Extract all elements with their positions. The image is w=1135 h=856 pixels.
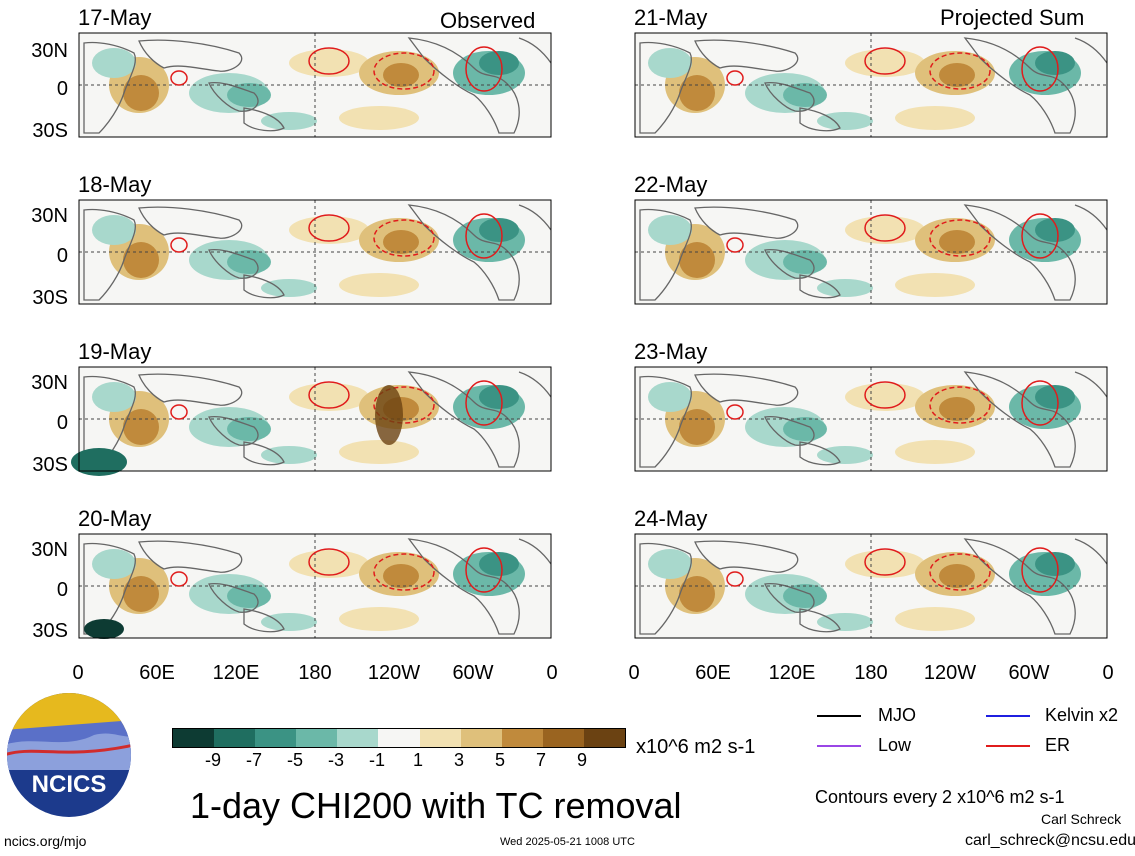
lat-label-eq: 0 bbox=[56, 78, 68, 100]
legend-label-low: Low bbox=[878, 735, 912, 755]
lat-label-30n: 30N bbox=[31, 205, 68, 227]
lon-label-120w: 120W bbox=[923, 662, 977, 684]
panel-date-left-4: 20-May bbox=[78, 506, 152, 531]
ncics-logo-text: NCICS bbox=[32, 771, 107, 798]
lon-label-60e: 60E bbox=[695, 662, 731, 684]
lon-label-120e: 120E bbox=[212, 662, 260, 684]
map-panel-right-4 bbox=[634, 533, 1108, 639]
timestamp: Wed 2025-05-21 1008 UTC bbox=[500, 836, 635, 848]
ncics-logo: NCICS bbox=[7, 693, 131, 817]
map-panels bbox=[71, 32, 1108, 639]
lat-label-30s: 30S bbox=[32, 287, 68, 309]
panel-date-right-3: 23-May bbox=[634, 339, 708, 364]
colorbar bbox=[172, 728, 626, 748]
colorbar-tick: 3 bbox=[453, 750, 464, 770]
lon-label-60w: 60W bbox=[452, 662, 494, 684]
colorbar-tick: -5 bbox=[286, 750, 303, 770]
projected-sum-label: Projected Sum bbox=[940, 5, 1085, 30]
author: Carl Schreck bbox=[1041, 811, 1122, 827]
lon-label-180: 180 bbox=[298, 662, 332, 684]
lat-label-30s: 30S bbox=[32, 120, 68, 142]
contours-note: Contours every 2 x10^6 m2 s-1 bbox=[815, 787, 1065, 807]
legend-line-low bbox=[817, 745, 861, 747]
map-panel-right-2 bbox=[634, 199, 1108, 305]
lon-label-0: 0 bbox=[546, 662, 558, 684]
legend-label-mjo: MJO bbox=[878, 705, 916, 725]
map-panel-left-2 bbox=[78, 199, 552, 305]
lat-label-30n: 30N bbox=[31, 40, 68, 62]
panel-date-left-3: 19-May bbox=[78, 339, 152, 364]
lon-label-0: 0 bbox=[72, 662, 84, 684]
panel-date-left-1: 17-May bbox=[78, 5, 152, 30]
lat-label-30n: 30N bbox=[31, 539, 68, 561]
lon-label-120e: 120E bbox=[768, 662, 816, 684]
lon-label-60w: 60W bbox=[1008, 662, 1050, 684]
lon-label-180: 180 bbox=[854, 662, 888, 684]
panel-date-left-2: 18-May bbox=[78, 172, 152, 197]
panel-date-right-4: 24-May bbox=[634, 506, 708, 531]
legend-line-mjo bbox=[817, 715, 861, 717]
lat-label-eq: 0 bbox=[56, 579, 68, 601]
colorbar-tick: -1 bbox=[368, 750, 385, 770]
lat-label-30s: 30S bbox=[32, 454, 68, 476]
map-panel-left-1 bbox=[78, 32, 552, 138]
map-panel-left-3 bbox=[71, 366, 552, 476]
legend-line-er bbox=[986, 745, 1030, 747]
colorbar-tick: 9 bbox=[576, 750, 587, 770]
observed-label: Observed bbox=[440, 8, 536, 33]
lon-label-60e: 60E bbox=[139, 662, 175, 684]
lat-label-eq: 0 bbox=[56, 412, 68, 434]
colorbar-tick: 1 bbox=[412, 750, 423, 770]
map-panel-right-3 bbox=[634, 366, 1108, 472]
lon-label-0: 0 bbox=[628, 662, 640, 684]
legend-label-er: ER bbox=[1045, 735, 1071, 755]
panel-date-right-1: 21-May bbox=[634, 5, 708, 30]
lat-label-30n: 30N bbox=[31, 372, 68, 394]
figure-title: 1-day CHI200 with TC removal bbox=[190, 785, 682, 826]
colorbar-tick: 5 bbox=[494, 750, 505, 770]
map-panel-right-1 bbox=[634, 32, 1108, 138]
site-link[interactable]: ncics.org/mjo bbox=[4, 833, 87, 849]
legend-label-kelvin: Kelvin x2 bbox=[1045, 705, 1119, 725]
colorbar-tick: -3 bbox=[327, 750, 344, 770]
lon-label-0: 0 bbox=[1102, 662, 1114, 684]
colorbar-units: x10^6 m2 s-1 bbox=[636, 736, 756, 758]
legend-line-kelvin bbox=[986, 715, 1030, 717]
colorbar-tick: -7 bbox=[245, 750, 262, 770]
lat-label-eq: 0 bbox=[56, 245, 68, 267]
panel-date-right-2: 22-May bbox=[634, 172, 708, 197]
colorbar-tick: 7 bbox=[535, 750, 546, 770]
map-panel-left-4 bbox=[78, 533, 552, 639]
lat-label-30s: 30S bbox=[32, 620, 68, 642]
colorbar-tick: -9 bbox=[204, 750, 221, 770]
lon-label-120w: 120W bbox=[367, 662, 421, 684]
author-email: carl_schreck@ncsu.edu bbox=[965, 832, 1135, 849]
